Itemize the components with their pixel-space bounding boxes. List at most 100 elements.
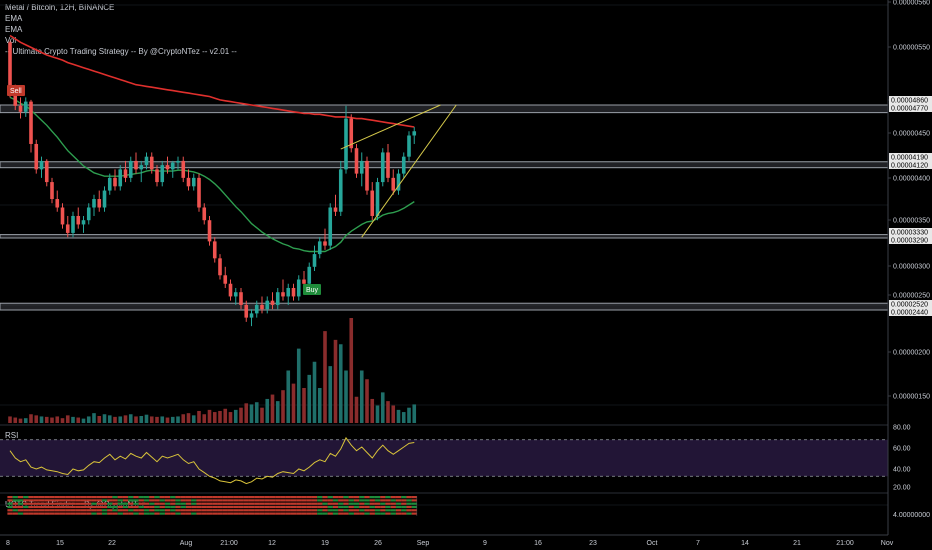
trend-cell: [238, 502, 244, 505]
candle-body: [118, 169, 123, 187]
time-tick-label: 19: [321, 540, 329, 547]
trend-cell: [217, 499, 223, 502]
volume-bar: [170, 416, 175, 423]
trend-cell: [12, 512, 18, 515]
time-tick-label: 9: [483, 540, 487, 547]
trend-cell: [175, 502, 181, 505]
trend-cell: [359, 512, 365, 515]
trend-cell: [91, 512, 97, 515]
trend-cell: [264, 499, 270, 502]
volume-bar: [97, 416, 102, 423]
strategy-legend[interactable]: -- Ultimate Crypto Trading Strategy -- B…: [5, 47, 237, 56]
trend-cell: [23, 502, 29, 505]
price-tag: [889, 308, 932, 316]
ema-slow-legend[interactable]: EMA: [5, 25, 23, 34]
candle-body: [134, 160, 138, 170]
trend-cell: [65, 509, 71, 512]
trend-cell: [65, 505, 71, 509]
candle-body: [338, 169, 343, 212]
trend-cell: [311, 505, 318, 509]
trend-cell: [332, 499, 339, 502]
candle-body: [23, 101, 28, 112]
price-axis[interactable]: 0.000005600.000005500.000005000.00000450…: [887, 0, 932, 535]
sell-signal-badge: [7, 85, 25, 96]
trend-cell: [306, 509, 312, 512]
time-tick-label: Aug: [180, 540, 193, 547]
volume-bar: [296, 348, 301, 423]
trend-cell: [149, 502, 155, 505]
trend-cell: [332, 505, 339, 509]
trend-cell: [96, 505, 102, 509]
trend-cell: [17, 512, 24, 515]
candle-body: [212, 241, 217, 259]
trend-cell: [164, 509, 171, 512]
candle-body: [244, 304, 249, 318]
volume-legend[interactable]: Vol: [5, 36, 17, 45]
trend-cell: [23, 512, 29, 515]
trend-cell: [311, 509, 318, 512]
trend-cell: [86, 496, 92, 499]
trend-cell: [154, 505, 160, 509]
trend-cell: [170, 502, 176, 505]
trend-cell: [348, 509, 354, 512]
trend-cell: [217, 502, 223, 505]
volume-bar: [29, 414, 33, 423]
trend-cell: [380, 509, 386, 512]
trend-cell: [359, 496, 365, 499]
time-tick-label: Oct: [647, 540, 658, 547]
trend-cell: [149, 499, 155, 502]
volume-bar: [228, 412, 233, 423]
time-axis[interactable]: 8 15 22 Aug 21:00 12 19 26 Sep 9 16 23 Oct 7 14 21 21:00…: [0, 534, 894, 547]
trend-cell: [17, 509, 24, 512]
trend-cell: [23, 505, 29, 509]
trend-cell: [317, 505, 323, 509]
trend-cell: [185, 509, 192, 512]
trend-cell: [254, 496, 260, 499]
trend-cell: [164, 499, 171, 502]
trend-cell: [369, 512, 375, 515]
trend-tick-label: 4.00000000: [893, 512, 930, 519]
trend-cell: [343, 502, 349, 505]
trend-cell: [380, 502, 386, 505]
volume-bar: [134, 416, 138, 423]
trend-cell: [122, 505, 129, 509]
trend-cell: [122, 512, 129, 515]
candle-body: [202, 207, 207, 221]
volume-bar: [23, 418, 28, 423]
trend-cell: [180, 496, 186, 499]
trend-cell: [269, 496, 276, 499]
trend-cell: [390, 509, 396, 512]
trend-cell: [175, 496, 181, 499]
trend-cell: [254, 499, 260, 502]
trend-cell: [269, 505, 276, 509]
trend-cell: [170, 512, 176, 515]
trend-cell: [411, 499, 417, 502]
trend-cell: [149, 505, 155, 509]
trend-cell: [70, 505, 76, 509]
trend-cell: [374, 509, 381, 512]
trend-cell: [86, 502, 92, 505]
trend-cell: [143, 505, 150, 509]
trend-cell: [59, 505, 66, 509]
volume-bar: [86, 416, 91, 423]
volume-bar: [65, 415, 70, 423]
volume-bar: [50, 417, 54, 423]
ema-fast-legend[interactable]: EMA: [5, 14, 23, 23]
trend-cell: [343, 505, 349, 509]
volume-bar: [239, 407, 243, 423]
trend-cell: [86, 512, 92, 515]
candle-body: [34, 143, 39, 170]
trend-cell: [191, 499, 197, 502]
candle-body: [186, 177, 191, 187]
candle-body: [113, 177, 117, 187]
trend-cell: [65, 499, 71, 502]
price-zones: [0, 104, 889, 311]
volume-bar: [128, 414, 133, 423]
trend-cell: [75, 509, 81, 512]
trend-cell: [248, 502, 255, 505]
trend-cell: [280, 496, 286, 499]
price-tag-label: 0.00004120: [891, 163, 928, 170]
chart-title: Metal / Bitcoin, 12H, BINANCE: [5, 3, 115, 12]
trend-cell: [385, 505, 391, 509]
